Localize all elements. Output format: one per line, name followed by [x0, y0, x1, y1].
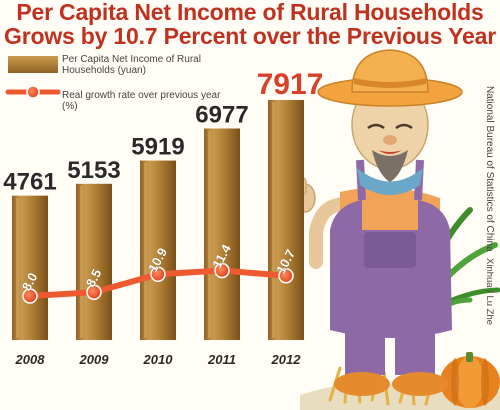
bar-highlight-2010 — [144, 162, 147, 338]
bar-value-label-2009: 5153 — [67, 157, 120, 184]
x-axis-labels: 2008 2009 2010 2011 2012 — [15, 352, 302, 367]
bar-series — [12, 100, 304, 340]
bar-value-label-2010: 5919 — [131, 134, 184, 161]
legend-swatch-income — [8, 56, 58, 73]
source-label: National Bureau of Statistics of China — [484, 86, 495, 252]
title-line-2: Grows by 10.7 Percent over the Previous … — [4, 23, 496, 49]
bar-value-label-2012: 7917 — [257, 68, 324, 101]
growth-point-2010 — [150, 266, 166, 282]
growth-point-2012 — [278, 268, 294, 284]
growth-point-2008 — [22, 288, 38, 304]
farmer-illustration — [294, 49, 463, 396]
bar-value-label-2008: 4761 — [3, 169, 56, 196]
growth-point-2009 — [86, 284, 102, 300]
x-tick-label-2010: 2010 — [143, 352, 174, 367]
bar-highlight-2008 — [16, 197, 19, 338]
legend-swatch-growth-dot — [26, 85, 40, 99]
bar-highlight-2011 — [208, 130, 211, 338]
bar-highlight-2009 — [80, 185, 83, 338]
bar-highlight-2012 — [272, 102, 275, 338]
x-tick-label-2011: 2011 — [207, 352, 236, 367]
credit-label: Xinhua / Lu Zhe — [484, 258, 495, 326]
bar-value-labels: 4761 5153 5919 6977 7917 — [3, 68, 323, 196]
x-tick-label-2012: 2012 — [271, 352, 302, 367]
pumpkin-decoration — [440, 352, 500, 408]
legend-growth-label: Real growth rate over previous year (%) — [62, 90, 221, 112]
bar-value-label-2011: 6977 — [195, 101, 248, 128]
growth-point-2011 — [214, 262, 230, 279]
x-tick-label-2009: 2009 — [79, 352, 110, 367]
x-tick-label-2008: 2008 — [15, 352, 46, 367]
legend-income-label: Per Capita Net Income of Rural Household… — [62, 54, 201, 76]
title-line-1: Per Capita Net Income of Rural Household… — [16, 0, 484, 25]
